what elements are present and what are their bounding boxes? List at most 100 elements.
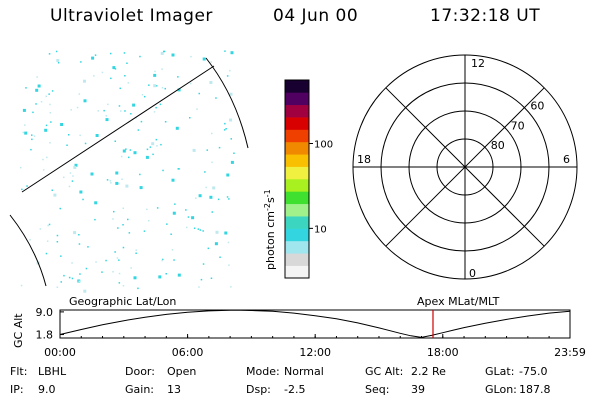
image-speckle <box>49 142 51 144</box>
image-speckle <box>139 186 143 190</box>
image-speckle <box>103 109 105 112</box>
colorbar-swatch <box>285 216 309 229</box>
image-speckle <box>60 123 64 126</box>
image-speckle <box>212 186 216 190</box>
timeline-frame <box>59 309 571 339</box>
image-speckle <box>125 184 129 188</box>
image-speckle <box>45 252 48 255</box>
image-speckle <box>224 50 226 52</box>
image-speckle <box>80 61 82 63</box>
image-speckle <box>144 95 146 98</box>
image-speckle <box>228 264 230 266</box>
param-value: Normal <box>284 365 324 378</box>
image-speckle <box>121 178 123 180</box>
image-speckle <box>47 224 49 227</box>
image-speckle <box>185 209 187 211</box>
image-speckle <box>95 261 97 263</box>
image-speckle <box>146 208 148 211</box>
image-speckle <box>60 255 62 257</box>
image-speckle <box>59 207 61 210</box>
image-speckle <box>116 257 119 259</box>
image-speckle <box>55 50 58 53</box>
image-speckle <box>127 82 130 84</box>
image-speckle <box>198 194 202 198</box>
param-value: 9.0 <box>38 383 56 396</box>
image-speckle <box>202 263 205 265</box>
image-speckle <box>46 240 49 242</box>
image-speckle <box>37 84 41 88</box>
timeline-y-tick-label: 1.8 <box>36 329 54 342</box>
colorbar-swatch <box>285 228 309 242</box>
colorbar-swatch <box>285 253 309 266</box>
timeline-y-ticks: 9.0 1.8 <box>36 306 64 342</box>
image-speckle <box>177 273 181 277</box>
image-speckle <box>140 120 143 123</box>
image-speckle <box>160 51 164 55</box>
image-speckle <box>56 241 59 243</box>
param-value: Open <box>167 365 197 378</box>
image-speckle <box>30 148 32 151</box>
image-speckle <box>73 165 77 169</box>
timeline-x-tick-label: 12:00 <box>299 346 331 359</box>
colorbar-ticks: 100 10 <box>309 139 333 235</box>
image-speckle <box>198 92 200 95</box>
param-label: Door: <box>125 365 155 378</box>
image-speckle <box>122 246 125 249</box>
image-speckle <box>230 138 232 140</box>
image-speckle <box>68 276 71 279</box>
image-speckle <box>79 134 81 137</box>
image-speckle <box>233 152 235 154</box>
image-speckle <box>137 129 140 131</box>
image-speckle <box>193 227 196 229</box>
param-label: Seq: <box>365 383 390 396</box>
colorbar-swatch <box>285 191 309 205</box>
image-speckle <box>127 218 129 221</box>
param-label: Dsp: <box>246 383 271 396</box>
param-label: GC Alt: <box>365 365 404 378</box>
colorbar-swatch <box>285 240 309 254</box>
image-speckle <box>56 59 60 62</box>
param-label: Mode: <box>246 365 280 378</box>
image-speckle <box>63 274 65 277</box>
param-label: GLon: <box>485 383 517 396</box>
image-speckle <box>226 173 230 177</box>
auroral-image-panel <box>9 50 249 293</box>
image-speckle <box>94 218 96 221</box>
image-speckle <box>117 227 119 229</box>
image-speckle <box>229 118 233 122</box>
image-speckle <box>110 52 112 55</box>
image-speckle <box>128 232 131 234</box>
image-speckle <box>35 103 37 105</box>
image-speckle <box>192 148 196 152</box>
latitude-label: 70 <box>511 119 525 132</box>
image-speckle <box>156 207 159 209</box>
image-speckle <box>105 115 108 117</box>
image-speckle <box>48 93 50 95</box>
image-speckle <box>211 211 213 213</box>
image-speckle <box>160 143 162 146</box>
colorbar-swatch <box>285 166 309 180</box>
image-speckle <box>85 267 88 270</box>
image-speckle <box>158 275 162 279</box>
image-speckle <box>229 69 231 72</box>
image-speckle <box>114 68 117 70</box>
image-speckle <box>178 168 180 170</box>
image-speckle <box>105 118 109 122</box>
image-speckle <box>174 203 176 205</box>
image-speckle <box>122 285 125 287</box>
image-speckle <box>83 79 86 83</box>
image-speckle <box>153 73 157 77</box>
image-speckle <box>230 51 234 55</box>
image-speckle <box>226 196 229 198</box>
image-speckle <box>84 142 87 145</box>
image-speckle <box>51 90 54 92</box>
image-speckle <box>26 185 28 187</box>
image-speckle <box>195 197 197 199</box>
image-speckle <box>177 88 181 92</box>
timeline-x-tick-label: 18:00 <box>427 346 459 359</box>
image-speckle <box>105 259 107 262</box>
image-speckle <box>209 81 213 84</box>
colorbar-swatches <box>285 80 309 279</box>
image-speckle <box>153 111 156 113</box>
image-speckle <box>94 54 97 56</box>
